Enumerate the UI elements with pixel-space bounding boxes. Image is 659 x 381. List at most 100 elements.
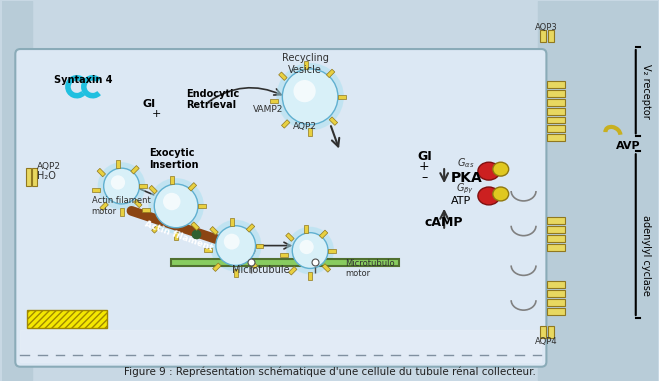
Text: Actin filament: Actin filament bbox=[144, 219, 215, 252]
Circle shape bbox=[148, 178, 204, 234]
Bar bbox=[540, 326, 546, 338]
Bar bbox=[27, 310, 107, 328]
Text: GI: GI bbox=[143, 99, 156, 109]
Text: Syntaxin 4: Syntaxin 4 bbox=[54, 75, 113, 85]
Circle shape bbox=[154, 184, 198, 228]
Bar bbox=[548, 30, 554, 42]
Bar bbox=[174, 232, 178, 240]
Circle shape bbox=[210, 220, 262, 271]
Circle shape bbox=[276, 63, 344, 130]
Bar bbox=[97, 168, 105, 177]
FancyBboxPatch shape bbox=[15, 49, 546, 367]
Bar bbox=[279, 72, 287, 80]
Text: Figure 9 : Représentation schématique d'une cellule du tubule rénal collecteur.: Figure 9 : Représentation schématique d'… bbox=[124, 367, 536, 377]
Bar bbox=[26, 168, 31, 186]
Text: GI: GI bbox=[417, 150, 432, 163]
Bar bbox=[308, 272, 312, 280]
Bar bbox=[256, 243, 264, 248]
Ellipse shape bbox=[478, 187, 500, 205]
Text: cAMP: cAMP bbox=[425, 216, 463, 229]
Bar bbox=[540, 30, 546, 42]
Ellipse shape bbox=[493, 187, 509, 201]
Bar bbox=[548, 125, 565, 133]
Bar bbox=[142, 208, 150, 212]
Text: Exocytic
Insertion: Exocytic Insertion bbox=[150, 149, 199, 170]
Text: PKA: PKA bbox=[451, 171, 483, 185]
Bar bbox=[322, 264, 331, 272]
Bar bbox=[119, 208, 123, 216]
Bar bbox=[548, 226, 565, 233]
Bar bbox=[548, 243, 565, 251]
Text: AQP2: AQP2 bbox=[37, 162, 61, 171]
Bar bbox=[330, 117, 337, 125]
Text: Microtubule: Microtubule bbox=[232, 266, 289, 275]
Text: +: + bbox=[152, 109, 161, 118]
Bar bbox=[213, 263, 221, 271]
Ellipse shape bbox=[493, 162, 509, 176]
Bar bbox=[328, 248, 336, 253]
Text: AQP4: AQP4 bbox=[535, 338, 558, 346]
Text: adenylyl cyclase: adenylyl cyclase bbox=[641, 215, 650, 296]
Bar bbox=[130, 166, 139, 174]
Bar bbox=[210, 227, 218, 235]
Circle shape bbox=[103, 168, 140, 204]
Text: AVP: AVP bbox=[616, 141, 641, 151]
Circle shape bbox=[224, 234, 240, 250]
Bar bbox=[234, 269, 238, 277]
Circle shape bbox=[282, 69, 338, 125]
Bar bbox=[548, 308, 565, 315]
Bar bbox=[100, 202, 108, 210]
Bar bbox=[115, 160, 119, 168]
Bar bbox=[134, 199, 142, 208]
Bar bbox=[32, 168, 37, 186]
Bar bbox=[548, 299, 565, 306]
Text: Actin filament
motor: Actin filament motor bbox=[92, 196, 150, 216]
Bar bbox=[548, 217, 565, 224]
Text: Endocytic
Retrieval: Endocytic Retrieval bbox=[186, 89, 239, 110]
Ellipse shape bbox=[478, 162, 500, 180]
Bar bbox=[304, 225, 308, 233]
Text: ATP: ATP bbox=[451, 196, 471, 206]
Circle shape bbox=[286, 227, 334, 274]
Bar bbox=[548, 326, 554, 338]
Bar bbox=[170, 176, 174, 184]
Bar bbox=[548, 281, 565, 288]
Text: V₂ receptor: V₂ receptor bbox=[641, 64, 650, 119]
Circle shape bbox=[293, 80, 316, 102]
Bar bbox=[320, 230, 328, 239]
Text: Microtubulo
motor: Microtubulo motor bbox=[345, 259, 395, 278]
Bar bbox=[280, 253, 288, 256]
Bar bbox=[548, 90, 565, 97]
Bar bbox=[548, 81, 565, 88]
Circle shape bbox=[98, 162, 146, 210]
Bar bbox=[548, 290, 565, 297]
Bar bbox=[249, 260, 258, 269]
Text: +: + bbox=[419, 160, 430, 173]
Bar bbox=[308, 128, 312, 136]
Text: AQP2: AQP2 bbox=[293, 122, 317, 131]
Text: H₂O: H₂O bbox=[37, 171, 56, 181]
Bar bbox=[548, 117, 565, 123]
Circle shape bbox=[163, 193, 181, 210]
Bar bbox=[548, 235, 565, 242]
Bar bbox=[548, 107, 565, 115]
Bar bbox=[548, 99, 565, 106]
Bar bbox=[338, 95, 346, 99]
Bar bbox=[326, 69, 335, 78]
Bar bbox=[188, 182, 196, 191]
Bar bbox=[149, 186, 158, 194]
Bar bbox=[171, 258, 399, 266]
Bar bbox=[281, 120, 290, 128]
Bar bbox=[191, 222, 200, 231]
Bar bbox=[270, 99, 278, 102]
Bar bbox=[286, 233, 294, 241]
Text: $G_{\beta\gamma}$: $G_{\beta\gamma}$ bbox=[456, 182, 474, 196]
Text: –: – bbox=[421, 171, 428, 184]
Bar bbox=[304, 61, 308, 69]
Bar bbox=[140, 184, 148, 188]
Text: Recycling
Vesicle: Recycling Vesicle bbox=[282, 53, 329, 75]
Bar bbox=[230, 218, 234, 226]
Bar bbox=[246, 224, 255, 232]
Bar bbox=[548, 134, 565, 141]
Text: $G_{\alpha s}$: $G_{\alpha s}$ bbox=[457, 156, 474, 170]
